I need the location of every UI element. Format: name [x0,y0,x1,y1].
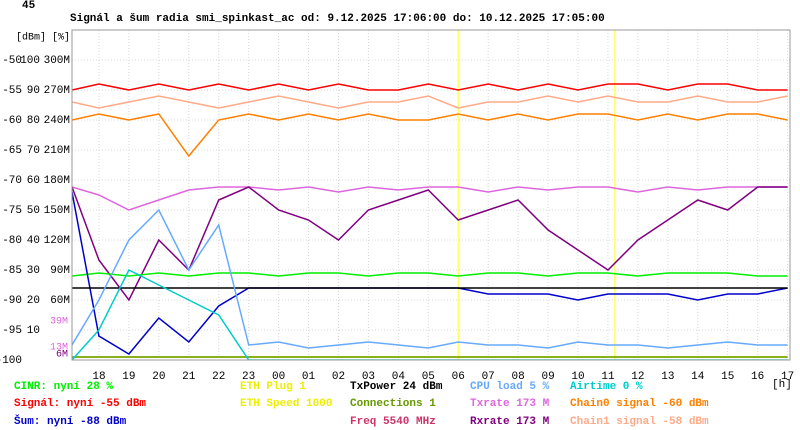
legend-entry: CPU load 5 % [470,381,550,393]
annotation: 13M [50,343,68,354]
y3-tick-label: 180M [44,175,70,187]
y2-tick-label: 90 [27,85,40,97]
x-tick-label: 00 [272,371,285,383]
y2-tick-label: 60 [27,175,40,187]
legend-entry: CINR: nyní 28 % [14,381,113,393]
y3-tick-label: 120M [44,235,70,247]
x-tick-label: 04 [392,371,406,383]
legend-entry: Txrate 173 M [470,398,550,410]
legend-entry: TxPower 24 dBm [350,381,443,393]
legend-entry: Connections 1 [350,398,436,410]
series-line [72,272,788,277]
legend-entry: ETH Speed 1000 [240,398,332,410]
plot-frame [71,29,791,361]
annotation: 6M [56,350,68,361]
y2-tick-label: 100 [20,55,40,67]
y3-tick-label: 150M [44,205,70,217]
y-unit-label: [dBm] [%] [16,32,70,44]
y3-tick-label: 60M [50,295,70,307]
x-tick-label: 17 [781,371,794,383]
x-tick-label: 22 [212,371,225,383]
x-unit-label: [h] [772,379,792,391]
x-tick-label: 10 [571,371,584,383]
y3-tick-label: 240M [44,115,70,127]
x-tick-label: 05 [422,371,435,383]
labels: -50-55-60-65-70-75-80-85-90-95-100100908… [0,55,794,428]
x-tick-label: 03 [362,371,375,383]
chart-title: Signál a šum radia smi_spinkast_ac od: 9… [70,13,605,25]
x-tick-label: 12 [631,371,644,383]
plot-area [72,83,788,360]
y-tick-label: -80 [2,235,22,247]
y3-tick-label: 210M [44,145,70,157]
series-line [72,83,788,91]
y2-tick-label: 40 [27,235,40,247]
x-tick-label: 21 [182,371,196,383]
x-tick-label: 07 [482,371,495,383]
y-tick-label: -75 [2,205,22,217]
x-tick-label: 15 [721,371,734,383]
series-line [72,95,788,109]
legend-entry: Šum: nyní -88 dBm [14,414,127,428]
x-tick-label: 08 [512,371,525,383]
y2-tick-label: 30 [27,265,40,277]
series-line [72,186,788,211]
x-tick-label: 23 [242,371,255,383]
legend-entry: ETH Plug 1 [240,381,306,393]
y3-tick-label: 90M [50,265,70,277]
y-tick-label: -95 [2,325,22,337]
y-tick-label: -70 [2,175,22,187]
y-tick-label: -85 [2,265,22,277]
grid [72,30,790,361]
x-tick-label: 09 [541,371,554,383]
x-tick-label: 06 [452,371,465,383]
x-tick-label: 19 [122,371,135,383]
x-tick-label: 14 [691,371,705,383]
legend-entry: Chain0 signal -60 dBm [570,398,709,410]
series-line [72,208,788,349]
y2-tick-label: 20 [27,295,40,307]
y2-tick-label: 50 [27,205,40,217]
legend-entry: Freq 5540 MHz [350,416,436,428]
x-tick-label: 13 [661,371,674,383]
legend-entry: Signál: nyní -55 dBm [14,398,146,410]
y-tick-label: -55 [2,85,22,97]
annotation: 39M [50,317,68,328]
x-tick-label: 16 [751,371,764,383]
y-tick-label: -65 [2,145,22,157]
y-tick-label: -100 [0,355,22,367]
series-line [72,113,788,158]
y2-tick-label: 10 [27,325,40,337]
y-tick-label: -90 [2,295,22,307]
y-tick-label: -50 [2,55,22,67]
y3-tick-label: 300M [44,55,70,67]
x-tick-label: 18 [92,371,105,383]
x-tick-label: 02 [332,371,345,383]
y2-tick-label: 80 [27,115,40,127]
y-tick-label: -60 [2,115,22,127]
series-line [72,268,788,360]
y3-tick-label: 270M [44,85,70,97]
y2-tick-label: 70 [27,145,40,157]
x-tick-label: 01 [302,371,316,383]
legend-entry: Chain1 signal -58 dBm [570,416,709,428]
x-tick-label: 11 [601,371,615,383]
y-top-label: 45 [22,0,36,12]
legend-entry: Rxrate 173 M [470,416,550,428]
x-tick-label: 20 [152,371,165,383]
legend-entry: Airtime 0 % [570,381,643,393]
